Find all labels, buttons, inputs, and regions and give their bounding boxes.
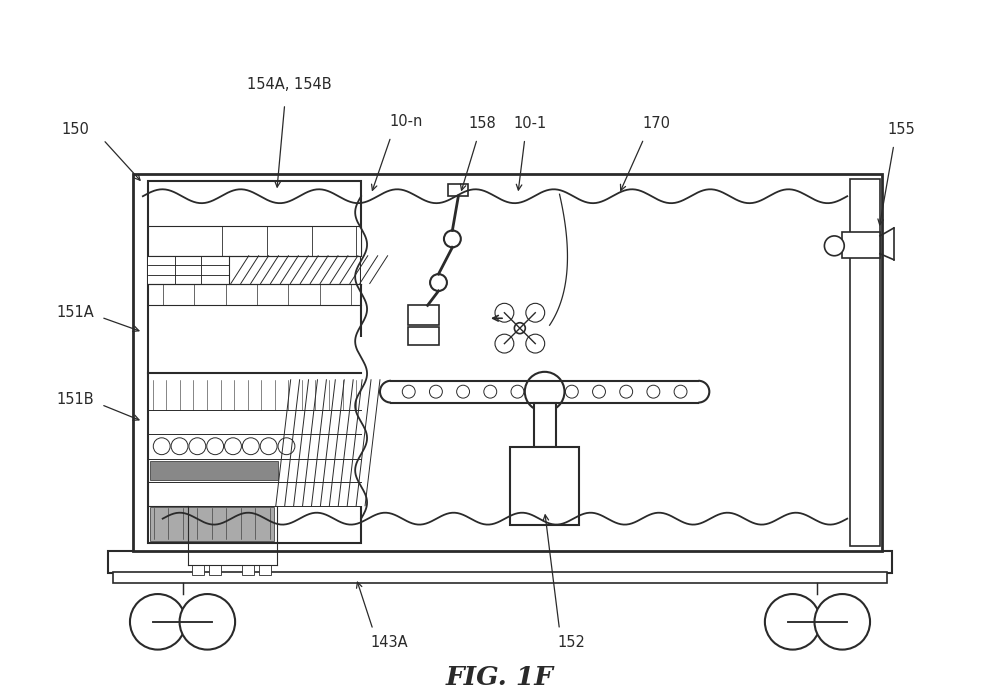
Circle shape bbox=[430, 274, 447, 291]
Bar bbox=[148, 256, 229, 284]
Bar bbox=[148, 181, 361, 543]
Bar bbox=[148, 226, 361, 255]
Circle shape bbox=[189, 438, 206, 455]
Bar bbox=[150, 507, 274, 542]
Bar bbox=[361, 256, 411, 284]
Bar bbox=[408, 327, 439, 345]
Bar bbox=[209, 566, 221, 575]
Bar bbox=[133, 174, 882, 552]
Circle shape bbox=[511, 385, 524, 398]
Circle shape bbox=[278, 438, 295, 455]
Text: 154A, 154B: 154A, 154B bbox=[247, 76, 332, 92]
Bar bbox=[113, 572, 887, 583]
Bar bbox=[356, 337, 406, 506]
Circle shape bbox=[484, 385, 497, 398]
Circle shape bbox=[526, 303, 545, 322]
Bar bbox=[108, 552, 892, 573]
Circle shape bbox=[429, 385, 442, 398]
Text: 152: 152 bbox=[557, 635, 585, 650]
Bar bbox=[850, 179, 880, 547]
Circle shape bbox=[824, 236, 844, 256]
Text: 10-n: 10-n bbox=[389, 114, 422, 130]
Circle shape bbox=[514, 323, 525, 334]
Circle shape bbox=[260, 438, 277, 455]
Text: 155: 155 bbox=[888, 122, 916, 137]
Text: 158: 158 bbox=[468, 116, 496, 132]
Circle shape bbox=[565, 385, 578, 398]
Bar bbox=[192, 566, 204, 575]
Text: 150: 150 bbox=[61, 122, 89, 137]
Bar bbox=[448, 184, 468, 196]
Circle shape bbox=[526, 334, 545, 353]
Circle shape bbox=[242, 438, 259, 455]
Circle shape bbox=[593, 385, 605, 398]
Bar bbox=[534, 402, 556, 447]
Circle shape bbox=[814, 594, 870, 650]
Bar bbox=[510, 447, 579, 524]
Bar bbox=[408, 305, 439, 326]
Text: 10-1: 10-1 bbox=[513, 116, 546, 132]
Circle shape bbox=[207, 438, 224, 455]
Circle shape bbox=[647, 385, 660, 398]
Circle shape bbox=[402, 385, 415, 398]
Circle shape bbox=[153, 438, 170, 455]
Circle shape bbox=[765, 594, 820, 650]
Text: 143A: 143A bbox=[370, 635, 408, 650]
Circle shape bbox=[674, 385, 687, 398]
Circle shape bbox=[620, 385, 633, 398]
Circle shape bbox=[444, 230, 461, 247]
Circle shape bbox=[225, 438, 241, 455]
Bar bbox=[842, 232, 880, 258]
Circle shape bbox=[457, 385, 470, 398]
Text: 151A: 151A bbox=[57, 304, 94, 320]
Bar bbox=[259, 566, 271, 575]
Bar bbox=[242, 566, 254, 575]
Circle shape bbox=[171, 438, 188, 455]
Circle shape bbox=[180, 594, 235, 650]
Bar bbox=[150, 461, 278, 480]
Text: 170: 170 bbox=[643, 116, 671, 132]
Circle shape bbox=[130, 594, 186, 650]
Text: FIG. 1F: FIG. 1F bbox=[446, 665, 554, 690]
Circle shape bbox=[495, 303, 514, 322]
Circle shape bbox=[495, 334, 514, 353]
Text: 151B: 151B bbox=[57, 392, 94, 407]
Circle shape bbox=[525, 372, 564, 412]
